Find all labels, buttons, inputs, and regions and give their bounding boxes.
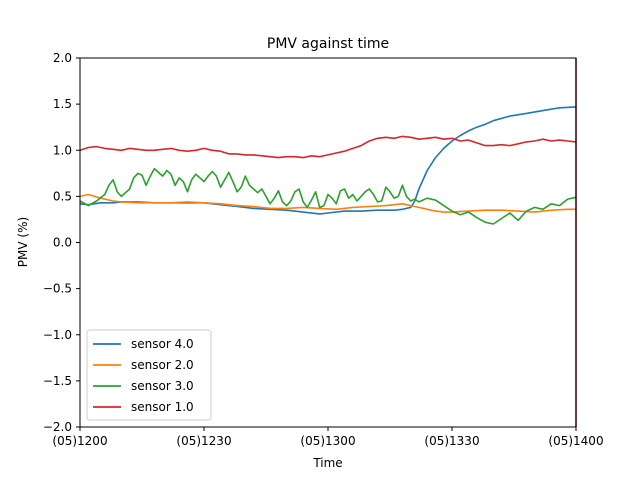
x-tick-label: (05)1400 [548,434,603,448]
plot-area: (05)1200 (05)1230 (05)1300 (05)1330 (05)1400… [43,51,604,448]
x-tick-label: (05)1230 [176,434,231,448]
y-tick-label: −1.0 [43,328,72,342]
y-tick-label: 0.5 [53,189,72,203]
y-tick-label: −1.5 [43,374,72,388]
legend-label: sensor 4.0 [131,337,194,351]
legend: sensor 4.0 sensor 2.0 sensor 3.0 sensor 1.0 [86,329,212,421]
x-tick-label: (05)1300 [300,434,355,448]
y-tick-label: −2.0 [43,420,72,434]
y-tick-label: −0.5 [43,282,72,296]
y-tick-label: 1.5 [53,97,72,111]
x-tick-label: (05)1200 [52,434,107,448]
y-axis-label: PMV (%) [16,217,30,267]
y-tick-label: 0.0 [53,236,72,250]
legend-label: sensor 2.0 [131,358,194,372]
y-tick-label: 2.0 [53,51,72,65]
series-line-2 [79,193,576,213]
series-line-4 [79,135,577,159]
series-line-3 [79,167,577,225]
x-axis-label: Time [312,456,342,470]
legend-label: sensor 3.0 [131,379,194,393]
chart-title: PMV against time [267,36,389,52]
legend-label: sensor 1.0 [131,400,194,414]
x-tick-label: (05)1330 [424,434,479,448]
legend-box [86,329,212,421]
y-tick-label: 1.0 [53,143,72,157]
